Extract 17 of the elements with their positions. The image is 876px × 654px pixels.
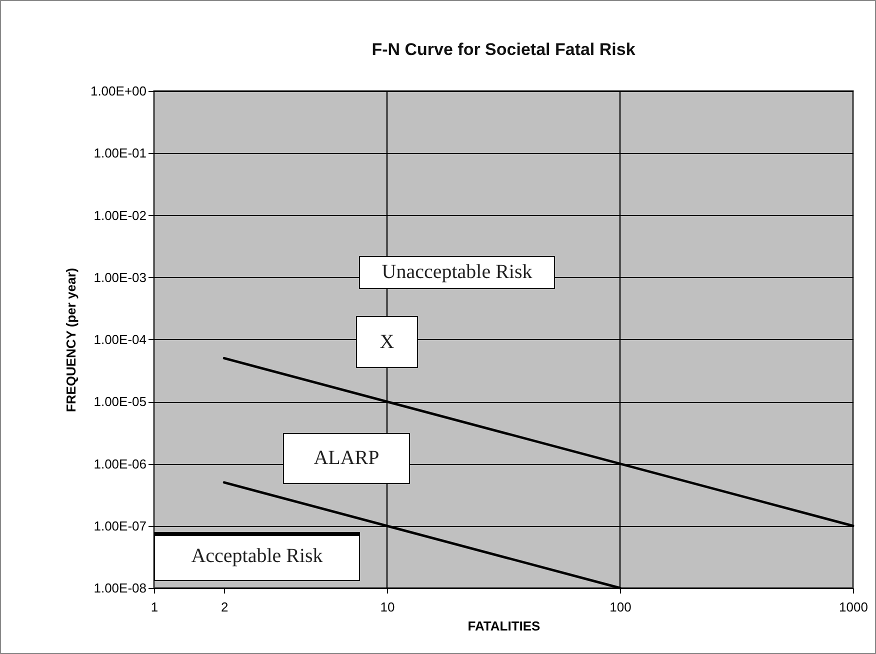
x-axis-title: FATALITIES	[468, 618, 541, 634]
y-tick-label: 1.00E-04	[94, 332, 146, 347]
x-tick-label: 2	[221, 600, 228, 614]
chart-title: F-N Curve for Societal Fatal Risk	[372, 40, 636, 59]
y-tick-label: 1.00E-07	[94, 518, 146, 534]
x-tick-label: 100	[610, 600, 632, 614]
y-tick-label: 1.00E-08	[94, 580, 146, 596]
y-axis-title: FREQUENCY (per year)	[63, 268, 78, 412]
y-tick-label: 1.00E-06	[94, 456, 146, 472]
y-tick-label: 1.00E-01	[94, 146, 146, 161]
y-tick-label: 1.00E-03	[94, 270, 146, 285]
y-tick-label: 1.00E-02	[94, 208, 146, 223]
x-tick-label: 1	[150, 600, 158, 614]
x-tick-label: 1000	[839, 600, 868, 614]
x-tick-label: 10	[380, 600, 395, 614]
y-tick-label: 1.00E-05	[94, 394, 146, 410]
y-tick-label: 1.00E+00	[90, 84, 146, 98]
